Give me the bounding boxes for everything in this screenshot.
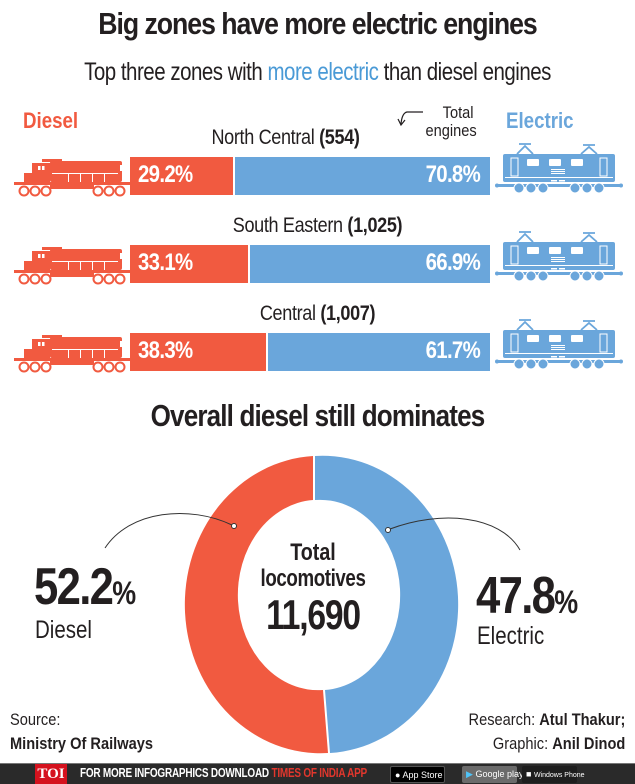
electric-pct: 66.9%	[425, 249, 481, 276]
promo-text: FOR MORE INFOGRAPHICS DOWNLOAD TIMES OF …	[80, 766, 367, 780]
percent-sign: %	[112, 575, 137, 611]
bar-segment-electric: 70.8%	[235, 157, 490, 195]
zone-label-north-central: North Central (554)	[12, 126, 558, 150]
research-name: Atul Thakur;	[538, 710, 625, 729]
bar-segment-electric: 66.9%	[250, 245, 490, 283]
subtitle-suffix: than diesel engines	[378, 58, 552, 86]
bar-segment-diesel: 29.2%	[130, 157, 233, 195]
source-value: Ministry Of Railways	[10, 734, 154, 753]
promo-highlight: TIMES OF INDIA APP	[271, 766, 367, 780]
annotation-line2: engines	[425, 121, 477, 140]
annotation-line1: Total	[442, 103, 474, 122]
zone-name: North Central	[211, 126, 315, 149]
toi-logo[interactable]: TOI	[35, 764, 67, 784]
google-play-label: Google play	[475, 769, 524, 779]
graphic-name: Anil Dinod	[551, 734, 625, 753]
total-engines-annotation: Total engines	[422, 103, 477, 140]
app-store-label: App Store	[402, 770, 443, 780]
zone-name: Central	[259, 302, 316, 325]
source-credit: Source: Ministry Of Railways	[10, 708, 153, 756]
donut-center-label: Total locomotives 11,690	[233, 540, 393, 638]
donut-segment-electric	[315, 455, 459, 753]
source-label: Source:	[10, 710, 61, 729]
app-store-badge[interactable]: ● App Store	[390, 766, 445, 783]
electric-pct: 61.7%	[425, 337, 481, 364]
diesel-pct: 38.3%	[138, 337, 193, 364]
footer-banner: TOI FOR MORE INFOGRAPHICS DOWNLOAD TIMES…	[0, 763, 635, 784]
page-title: Big zones have more electric engines	[98, 6, 537, 41]
donut-segment-diesel	[184, 456, 328, 754]
legend-electric: Electric	[506, 108, 574, 133]
diesel-overall-pct: 52.2%	[34, 557, 136, 617]
play-icon: ▶	[466, 769, 473, 779]
windows-phone-badge[interactable]: ■ Windows Phone	[522, 766, 585, 783]
author-credits: Research: Atul Thakur; Graphic: Anil Din…	[468, 708, 625, 756]
electric-pct: 70.8%	[425, 161, 481, 188]
legend-diesel: Diesel	[23, 108, 79, 133]
zone-total: (1,025)	[347, 214, 403, 237]
annotation-arrow-icon	[397, 111, 423, 127]
zone-name: South Eastern	[232, 214, 343, 237]
apple-icon: ●	[395, 770, 401, 780]
subtitle-highlight: more electric	[267, 58, 379, 86]
diesel-pct: 29.2%	[138, 161, 193, 188]
windows-icon: ■	[526, 769, 532, 779]
bar-segment-electric: 61.7%	[268, 333, 490, 371]
windows-label: Windows Phone	[533, 772, 585, 779]
google-play-badge[interactable]: ▶ Google play	[462, 766, 523, 783]
bar-north-central: 29.2% 70.8%	[130, 157, 490, 195]
bar-segment-diesel: 33.1%	[130, 245, 248, 283]
diesel-overall-label: Diesel	[35, 616, 92, 644]
research-label: Research:	[468, 710, 539, 729]
bar-segment-diesel: 38.3%	[130, 333, 266, 371]
bar-south-eastern: 33.1% 66.9%	[130, 245, 490, 283]
percent-sign: %	[554, 584, 579, 620]
electric-overall-label: Electric	[477, 622, 545, 650]
electric-overall-pct: 47.8%	[476, 566, 578, 626]
electric-value: 47.8	[476, 567, 556, 625]
zone-label-central: Central (1,007)	[44, 302, 590, 326]
zone-total: (1,007)	[320, 302, 376, 325]
zone-label-south-eastern: South Eastern (1,025)	[44, 214, 590, 238]
subtitle-prefix: Top three zones with	[84, 58, 268, 86]
center-total: 11,690	[266, 591, 361, 638]
graphic-label: Graphic:	[492, 734, 552, 753]
diesel-value: 52.2	[34, 558, 114, 616]
center-line2: locomotives	[260, 565, 366, 592]
zone-total: (554)	[319, 126, 360, 149]
promo-prefix: FOR MORE INFOGRAPHICS DOWNLOAD	[80, 766, 272, 780]
bar-central: 38.3% 61.7%	[130, 333, 490, 371]
center-line1: Total	[290, 539, 336, 566]
section-title-overall: Overall diesel still dominates	[150, 398, 486, 433]
diesel-pct: 33.1%	[138, 249, 193, 276]
page-subtitle: Top three zones with more electric than …	[57, 58, 578, 87]
